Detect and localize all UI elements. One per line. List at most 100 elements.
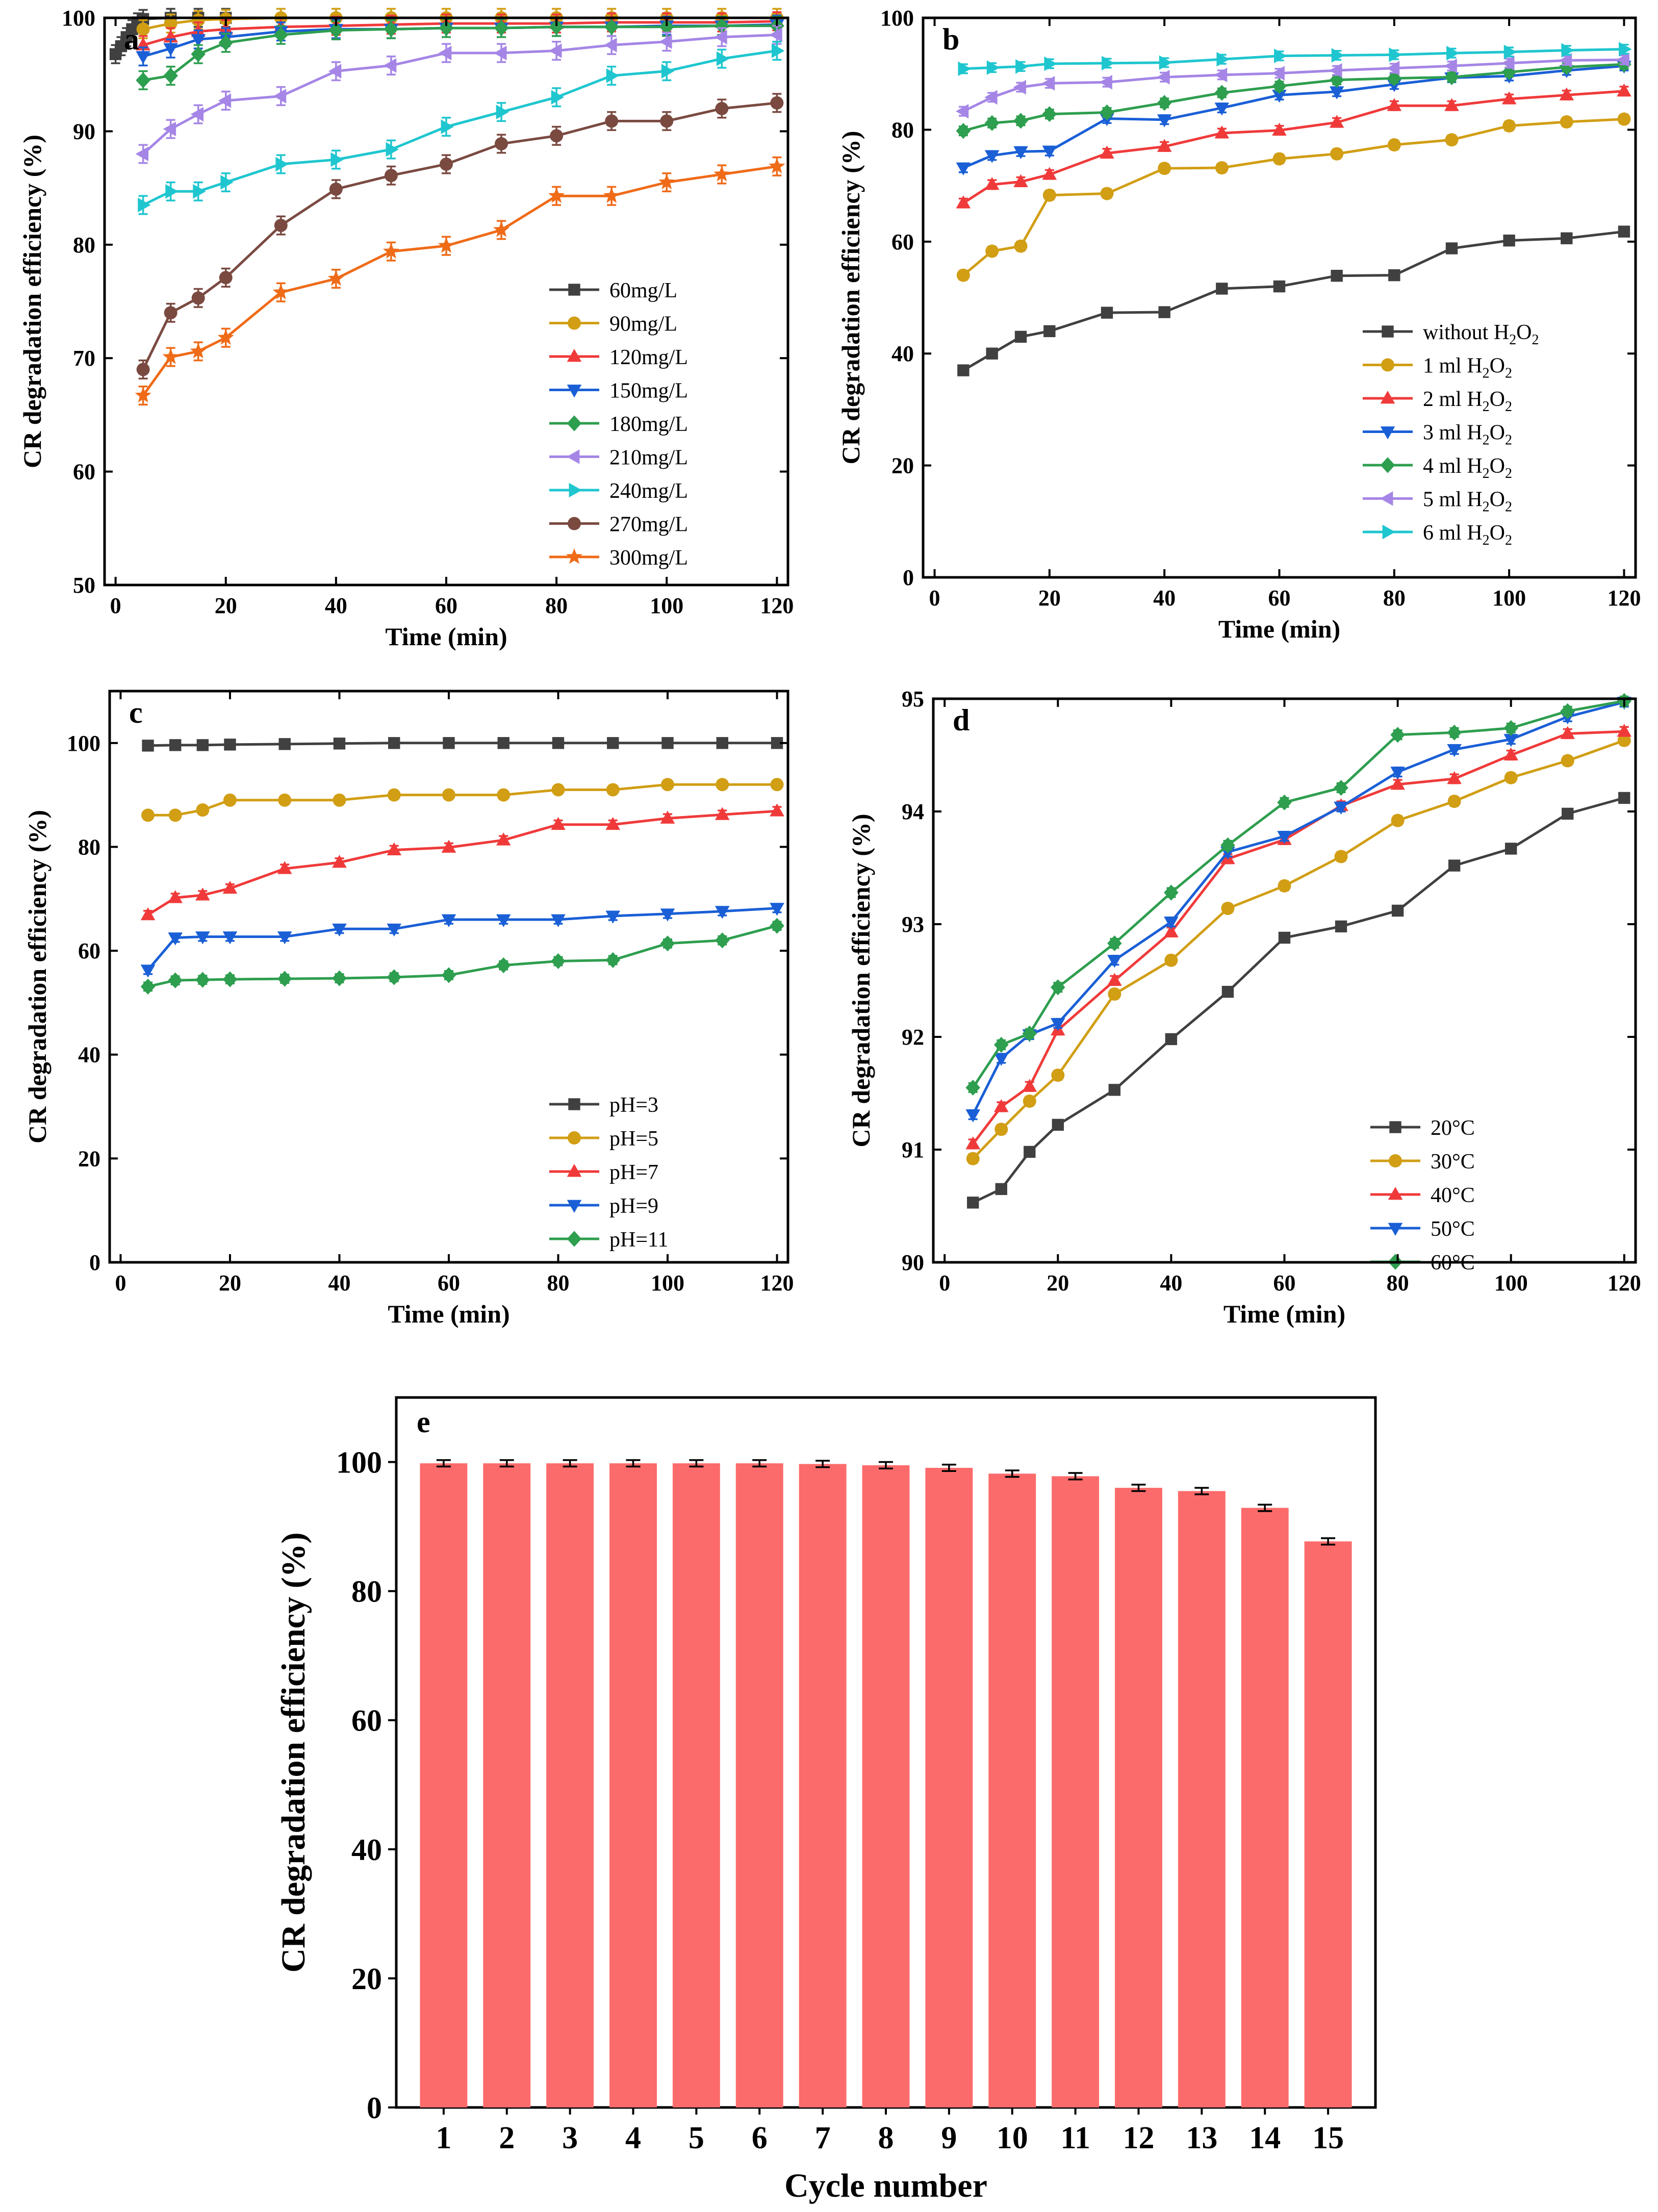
data-point	[1329, 115, 1344, 128]
series-pH-7	[140, 803, 784, 921]
data-point	[496, 832, 511, 846]
data-point	[965, 1109, 981, 1123]
legend-marker	[568, 316, 581, 330]
data-point	[1387, 70, 1402, 87]
data-point	[165, 184, 178, 199]
data-point	[332, 970, 347, 986]
legend-subscript: 2	[1505, 466, 1512, 481]
data-point	[1272, 78, 1287, 94]
data-point	[1107, 973, 1122, 986]
series-line	[962, 118, 1624, 276]
data-point	[1331, 270, 1343, 282]
data-point	[218, 93, 232, 108]
legend-marker	[1380, 426, 1395, 440]
x-tick-label: 40	[328, 1270, 350, 1295]
data-point	[1447, 724, 1462, 741]
data-point	[1444, 98, 1459, 111]
legend-label: pH=3	[609, 1094, 658, 1117]
panel-label: c	[129, 696, 143, 729]
x-tick-label: 6	[752, 2121, 768, 2155]
data-point	[1389, 47, 1402, 62]
data-point	[1099, 74, 1112, 90]
legend-label: 20°C	[1431, 1116, 1475, 1140]
x-tick-label: 60	[1273, 1270, 1296, 1295]
data-point	[136, 51, 150, 64]
data-point	[217, 329, 234, 345]
x-tick-label: 100	[1492, 586, 1526, 611]
data-point	[658, 173, 675, 190]
legend-label-main: 6 ml H	[1423, 521, 1483, 545]
x-tick-label: 13	[1186, 2121, 1217, 2155]
y-tick-label: 80	[891, 117, 914, 142]
data-point	[551, 817, 566, 830]
series-without-H2O2	[957, 225, 1630, 376]
data-point	[1446, 45, 1460, 61]
legend-subscript: 2	[1483, 499, 1490, 515]
legend-label: 270mg/L	[609, 513, 688, 537]
legend-subscript: 2	[1483, 466, 1490, 481]
legend-marker	[567, 385, 582, 398]
x-tick-label: 20	[1047, 1270, 1069, 1295]
x-tick-label: 120	[1607, 586, 1641, 611]
data-point	[1390, 767, 1405, 780]
error-bar	[941, 1463, 956, 1472]
data-point	[715, 932, 730, 949]
y-tick-label: 20	[891, 453, 914, 478]
data-point	[1445, 242, 1458, 255]
y-tick-label: 20	[351, 1962, 382, 1996]
data-point	[984, 115, 1000, 131]
y-tick-label: 100	[62, 6, 95, 31]
data-point	[660, 114, 674, 128]
data-point	[497, 737, 509, 749]
data-point	[443, 737, 455, 749]
data-point	[190, 342, 207, 359]
error-bar	[815, 1460, 830, 1468]
data-point	[1444, 59, 1457, 73]
series-line	[972, 739, 1625, 1160]
data-point	[218, 35, 234, 51]
panel-c: pH=3 pH=5 pH=7 pH=9 pH=11 0 20 40 60 80 100 120 0 20 4…	[23, 690, 794, 1328]
error-bar	[1258, 1504, 1272, 1512]
data-point	[1042, 145, 1057, 159]
data-point	[1448, 859, 1461, 872]
legend-subscript: 2	[1532, 332, 1539, 348]
data-point	[1503, 747, 1518, 760]
data-point	[1044, 56, 1057, 71]
data-point	[956, 195, 971, 209]
x-tick-label: 40	[325, 593, 347, 618]
error-bar	[1321, 1537, 1336, 1546]
y-tick-label: 0	[903, 565, 914, 590]
series-1-ml-H2O2	[956, 112, 1631, 282]
data-point	[1277, 794, 1292, 810]
data-point	[440, 157, 453, 171]
data-point	[277, 971, 292, 987]
y-tick-label: 100	[67, 731, 100, 756]
x-axis-title: Time (min)	[1218, 615, 1340, 643]
x-tick-label: 120	[760, 1270, 794, 1295]
data-point	[441, 840, 456, 853]
data-point	[1041, 76, 1055, 91]
x-tick-label: 60	[435, 593, 457, 618]
bar	[609, 1463, 657, 2107]
y-tick-label: 60	[78, 938, 100, 963]
data-point	[140, 964, 156, 978]
data-point	[1274, 48, 1287, 63]
data-point	[1617, 112, 1631, 126]
legend-marker	[567, 1200, 582, 1213]
data-point	[1503, 734, 1518, 747]
legend-subscript: 2	[1483, 433, 1490, 448]
data-point	[1100, 145, 1114, 159]
legend-subscript: 2	[1483, 399, 1490, 415]
series-line	[972, 699, 1625, 1088]
x-tick-label: 14	[1249, 2121, 1281, 2155]
data-point	[550, 129, 564, 143]
data-point	[1214, 103, 1230, 116]
data-point	[1560, 115, 1573, 129]
data-point	[1221, 985, 1234, 998]
x-tick-label: 15	[1312, 2121, 1344, 2155]
series-2-ml-H2O2	[956, 83, 1631, 209]
data-point	[222, 971, 238, 987]
legend-label-main: 3 ml H	[1423, 421, 1483, 445]
